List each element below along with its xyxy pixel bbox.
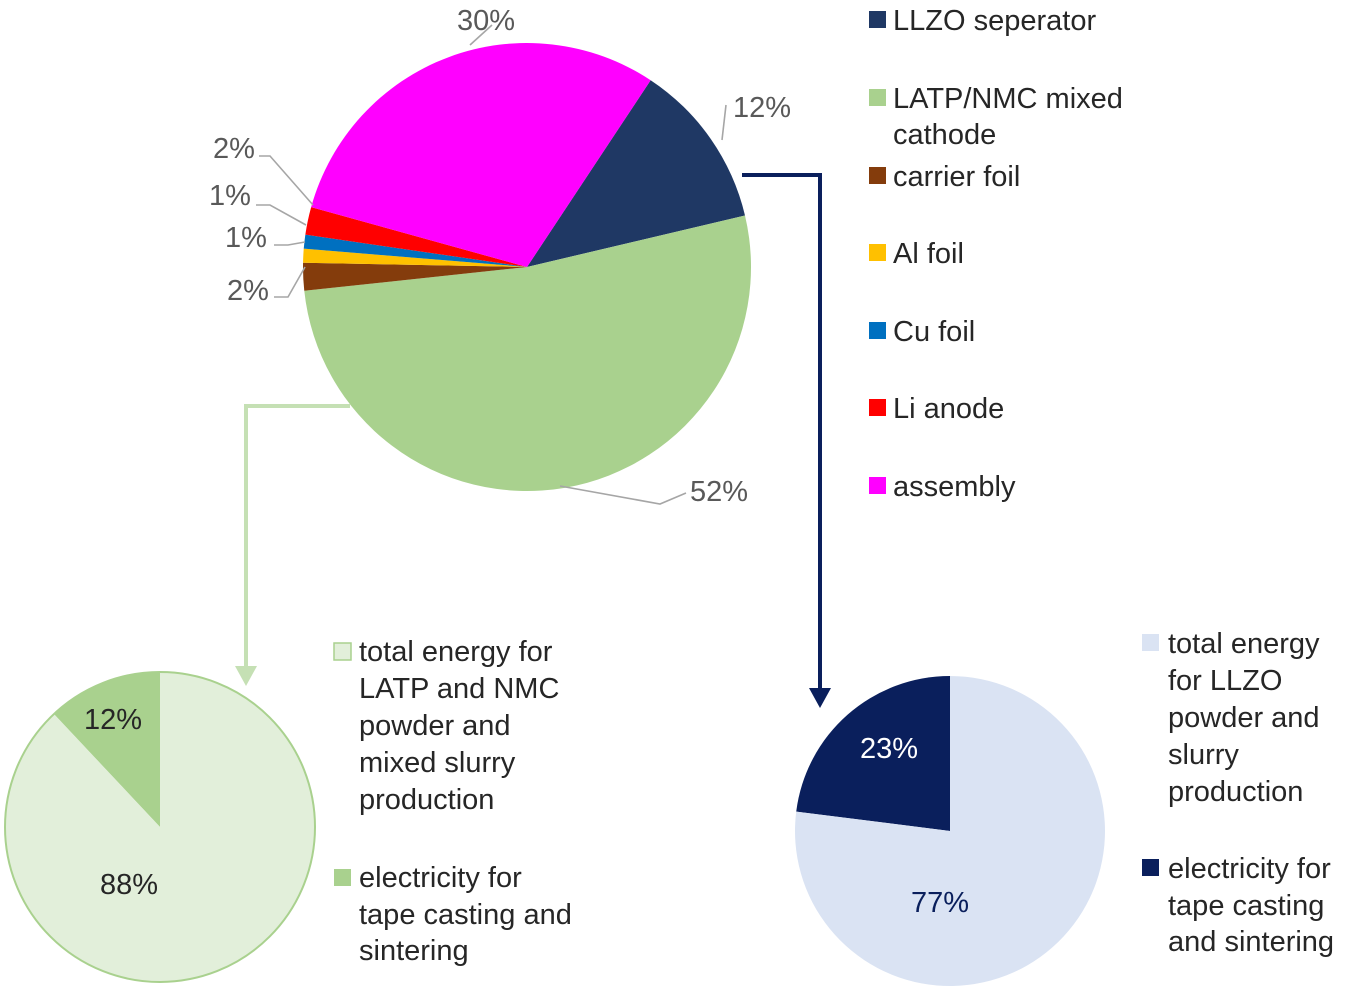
data-label-al-foil: 1% <box>225 222 267 254</box>
main-pie-slice-carrier-foil <box>302 262 527 291</box>
llzo-legend-total-line3: powder and <box>1168 702 1320 734</box>
legend-swatch-assembly <box>869 477 886 494</box>
leader-line-cu-foil <box>256 204 307 226</box>
main-pie-legend: LLZO seperator LATP/NMC mixed cathode ca… <box>869 5 1123 503</box>
llzo-legend-total-line4: slurry <box>1168 739 1239 771</box>
connector-cathode-arrowhead <box>235 666 257 686</box>
cathode-pie-data-labels: 12% 88% <box>84 704 158 901</box>
leader-line-assembly <box>469 24 493 46</box>
leader-line-cathode <box>559 485 687 505</box>
llzo-pie-slice-total-energy-for-llzo-powder-and-slurry-production <box>794 676 1105 986</box>
leader-line-carrier-foil <box>274 266 306 298</box>
llzo-legend-total-line1: total energy <box>1168 628 1320 660</box>
legend-swatch-llzo <box>869 11 886 28</box>
legend-label-carrier-foil: carrier foil <box>893 161 1020 193</box>
main-pie-leader-lines <box>256 24 727 505</box>
leader-line-llzo <box>721 104 727 141</box>
cathode-legend-total-line1: total energy for <box>359 636 553 668</box>
legend-label-llzo: LLZO seperator <box>893 5 1096 37</box>
main-pie-slice-assembly <box>311 43 651 268</box>
breakdown-connectors <box>235 173 831 708</box>
legend-label-cu-foil: Cu foil <box>893 316 975 348</box>
connector-llzo-arrowhead <box>809 688 831 708</box>
legend-label-cathode-line2: cathode <box>893 119 996 151</box>
connector-cathode-breakdown <box>244 404 350 668</box>
main-pie-chart: 30% 12% 2% 1% 1% 2% 52% LLZO seperator L… <box>209 5 1123 508</box>
llzo-pie-slice-electricity-for-tape-casting-and-sintering <box>796 676 950 831</box>
legend-label-li-anode: Li anode <box>893 393 1004 425</box>
legend-swatch-al-foil <box>869 244 886 261</box>
main-pie-slices <box>302 43 752 492</box>
main-pie-data-labels: 30% 12% 2% 1% 1% 2% 52% <box>209 5 791 508</box>
connector-llzo-breakdown <box>742 173 822 690</box>
cathode-pie-slice-total-energy-for-latp-and-nmc-powder-and-mixed-slurry-production <box>5 672 316 982</box>
legend-swatch-carrier-foil <box>869 167 886 184</box>
llzo-legend-swatch-total-energy <box>1142 634 1159 651</box>
cathode-pie-slice-electricity-for-tape-casting-and-sintering <box>53 672 160 827</box>
legend-swatch-cu-foil <box>869 322 886 339</box>
main-pie-slice-al-foil <box>303 248 527 267</box>
llzo-legend-total-line5: production <box>1168 776 1303 808</box>
cathode-legend-total-line4: mixed slurry <box>359 747 516 779</box>
data-label-cathode: 52% <box>690 476 748 508</box>
data-label-cu-foil: 1% <box>209 180 251 212</box>
data-label-carrier-foil: 2% <box>227 275 269 307</box>
llzo-data-label-electricity: 23% <box>860 733 918 765</box>
legend-label-al-foil: Al foil <box>893 238 964 270</box>
llzo-pie-data-labels: 23% 77% <box>860 733 969 919</box>
main-pie-slice-li-anode <box>305 207 527 267</box>
legend-swatch-li-anode <box>869 399 886 416</box>
llzo-pie-slices <box>794 676 1105 986</box>
cathode-data-label-total-energy: 88% <box>100 869 158 901</box>
llzo-legend-electricity-line3: and sintering <box>1168 926 1334 958</box>
cathode-legend-total-line3: powder and <box>359 710 511 742</box>
cathode-breakdown-pie-chart: 12% 88% total energy for LATP and NMC po… <box>4 636 572 983</box>
llzo-legend-electricity-line1: electricity for <box>1168 853 1331 885</box>
cathode-legend-electricity-line2: tape casting and <box>359 899 572 931</box>
cathode-legend-swatch-electricity <box>334 869 351 886</box>
legend-label-cathode-line1: LATP/NMC mixed <box>893 83 1123 115</box>
llzo-legend-total-line2: for LLZO <box>1168 665 1282 697</box>
llzo-breakdown-pie-chart: 23% 77% total energy for LLZO powder and… <box>794 628 1334 986</box>
data-label-li-anode: 2% <box>213 133 255 165</box>
cathode-pie-slices <box>5 672 316 982</box>
cathode-legend-electricity-line3: sintering <box>359 935 469 967</box>
cathode-legend-total-line2: LATP and NMC <box>359 673 559 705</box>
cathode-legend-total-line5: production <box>359 784 494 816</box>
llzo-data-label-total-energy: 77% <box>911 887 969 919</box>
main-pie-slice-latp-nmc-mixed-cathode <box>304 215 752 492</box>
main-pie-slice-cu-foil <box>303 234 527 267</box>
leader-line-al-foil <box>274 241 306 246</box>
cathode-legend-swatch-total-energy <box>333 642 352 661</box>
cathode-pie-border <box>4 671 316 983</box>
main-pie-slice-llzo-seperator <box>527 80 745 268</box>
data-label-assembly: 30% <box>457 5 515 37</box>
cathode-legend-electricity-line1: electricity for <box>359 862 522 894</box>
cathode-pie-legend: total energy for LATP and NMC powder and… <box>333 636 572 967</box>
llzo-legend-swatch-electricity <box>1142 859 1159 876</box>
legend-swatch-cathode <box>869 89 886 106</box>
leader-line-li-anode <box>259 155 314 206</box>
llzo-legend-electricity-line2: tape casting <box>1168 890 1324 922</box>
data-label-llzo: 12% <box>733 92 791 124</box>
legend-label-assembly: assembly <box>893 471 1016 503</box>
llzo-pie-legend: total energy for LLZO powder and slurry … <box>1142 628 1334 958</box>
cathode-data-label-electricity: 12% <box>84 704 142 736</box>
